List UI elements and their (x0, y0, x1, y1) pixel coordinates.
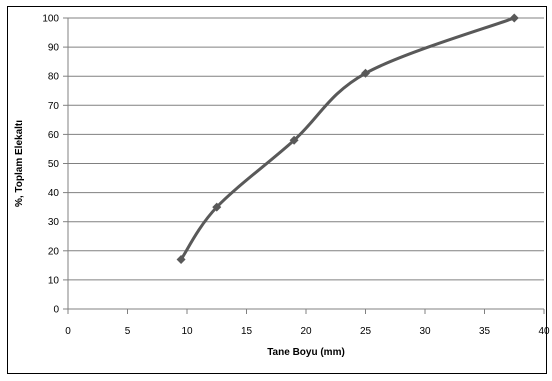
y-tick-label-50: 50 (48, 159, 60, 170)
data-point-3 (361, 68, 370, 78)
y-tick-label-80: 80 (48, 72, 60, 83)
y-tick-labels: 0 10 20 30 40 50 60 70 80 90 100 (42, 14, 59, 316)
x-tick-label-5: 5 (125, 326, 131, 337)
y-tick-label-30: 30 (48, 217, 60, 228)
series-line (179, 16, 516, 262)
y-tick-label-10: 10 (48, 275, 60, 286)
x-tick-label-20: 20 (300, 326, 312, 337)
x-tick-label-35: 35 (479, 326, 491, 337)
data-point-1 (212, 202, 222, 212)
x-axis-title: Tane Boyu (mm) (267, 347, 345, 358)
axes (63, 17, 545, 314)
y-axis-title: %, Toplam Elekaltı (14, 120, 25, 207)
x-tick-label-15: 15 (241, 326, 253, 337)
y-tick-label-90: 90 (48, 43, 60, 54)
y-tick-label-60: 60 (48, 130, 60, 141)
data-point-markers (176, 13, 519, 265)
x-tick-label-0: 0 (65, 326, 71, 337)
x-tick-labels: 0 5 10 15 20 25 30 35 40 (65, 326, 550, 337)
y-tick-label-70: 70 (48, 101, 60, 112)
data-point-0 (176, 255, 186, 265)
x-tick-label-10: 10 (181, 326, 193, 337)
y-tick-label-0: 0 (53, 305, 59, 316)
grid-lines (68, 17, 544, 281)
x-tick-label-40: 40 (538, 326, 550, 337)
data-point-4 (509, 13, 519, 23)
x-tick-label-25: 25 (360, 326, 372, 337)
x-tick-label-30: 30 (419, 326, 431, 337)
y-tick-label-100: 100 (42, 14, 59, 25)
y-tick-label-40: 40 (48, 188, 60, 199)
chart-frame (7, 6, 547, 374)
y-tick-label-20: 20 (48, 246, 60, 257)
data-point-2 (289, 135, 299, 145)
